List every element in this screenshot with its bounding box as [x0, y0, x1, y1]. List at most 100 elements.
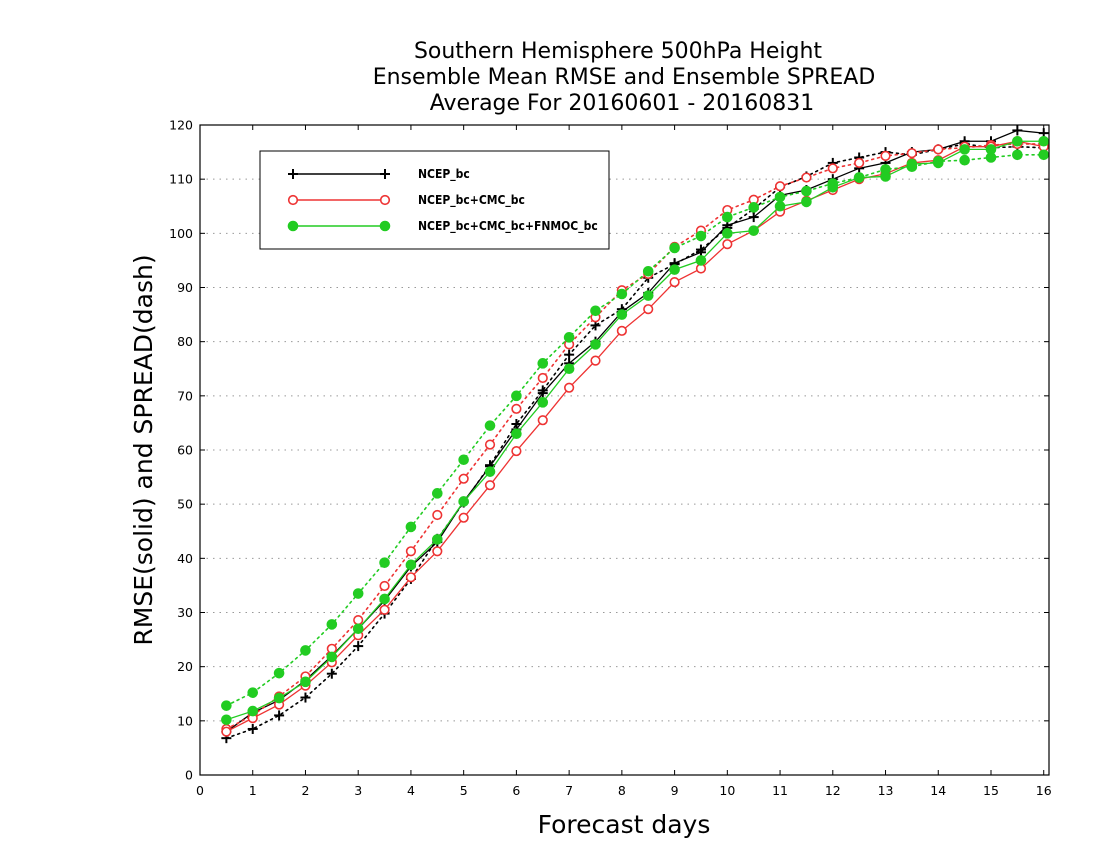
spread-point-ncep-bc-cmc-bc-fnmoc-bc: [1012, 149, 1023, 161]
rmse-point-ncep-bc-cmc-bc-fnmoc-bc: [405, 559, 417, 571]
rmse-point-ncep-bc-cmc-bc: [221, 726, 232, 737]
rmse-point-ncep-bc-cmc-bc-fnmoc-bc: [326, 651, 338, 663]
y-tick-label: 100: [169, 226, 193, 241]
x-axis-label: Forecast days: [538, 810, 711, 839]
rmse-point-ncep-bc-cmc-bc-fnmoc-bc: [669, 264, 680, 275]
rmse-point-ncep-bc-cmc-bc-fnmoc-bc: [801, 196, 812, 208]
y-tick-label: 60: [177, 443, 193, 458]
rmse-point-ncep-bc-cmc-bc-fnmoc-bc: [221, 714, 232, 726]
y-tick-label: 120: [169, 118, 193, 133]
rmse-point-ncep-bc-cmc-bc-fnmoc-bc: [300, 676, 311, 688]
rmse-point-ncep-bc-cmc-bc: [379, 604, 390, 615]
spread-point-ncep-bc-cmc-bc: [405, 546, 417, 557]
spread-point-ncep-bc-cmc-bc: [379, 580, 390, 592]
y-tick-label: 90: [177, 280, 193, 295]
title-line-1: Southern Hemisphere 500hPa Height: [414, 39, 822, 64]
y-tick-label: 0: [185, 768, 193, 783]
spread-point-ncep-bc-cmc-bc-fnmoc-bc: [273, 667, 285, 679]
x-axis-ticks: 0 1 2 3 4 5 6 7 8 9 10 11 12 13 14 15 16: [196, 125, 1052, 798]
rmse-point-ncep-bc-cmc-bc-fnmoc-bc: [458, 496, 469, 507]
rmse-point-ncep-bc-cmc-bc: [616, 325, 627, 336]
x-tick-label: 9: [671, 783, 679, 798]
rmse-point-ncep-bc-cmc-bc: [484, 480, 496, 491]
rmse-point-ncep-bc-cmc-bc-fnmoc-bc: [511, 428, 522, 440]
spread-point-ncep-bc-cmc-bc-fnmoc-bc: [748, 202, 759, 213]
rmse-point-ncep-bc-cmc-bc-fnmoc-bc: [748, 225, 759, 236]
legend-label: NCEP_bc: [418, 167, 470, 182]
rmse-point-ncep-bc-cmc-bc-fnmoc-bc: [1012, 135, 1023, 147]
y-tick-label: 110: [169, 172, 193, 187]
rmse-point-ncep-bc: [748, 212, 759, 223]
spread-point-ncep-bc-cmc-bc-fnmoc-bc: [326, 619, 338, 630]
spread-point-ncep-bc-cmc-bc: [458, 473, 469, 484]
spread-point-ncep-bc-cmc-bc-fnmoc-bc: [1038, 149, 1050, 161]
y-tick-label: 40: [177, 551, 193, 566]
spread-point-ncep-bc-cmc-bc-fnmoc-bc: [300, 645, 311, 656]
rmse-point-ncep-bc-cmc-bc: [537, 415, 548, 426]
rmse-point-ncep-bc-cmc-bc-fnmoc-bc: [959, 144, 970, 155]
rmse-point-ncep-bc-cmc-bc: [432, 546, 443, 557]
rmse-point-ncep-bc-cmc-bc-fnmoc-bc: [695, 255, 707, 266]
spread-line-ncep-bc: [225, 143, 1045, 739]
spread-point-ncep-bc-cmc-bc-fnmoc-bc: [774, 191, 786, 203]
spread-point-ncep-bc-cmc-bc-fnmoc-bc: [405, 521, 417, 533]
x-tick-label: 5: [460, 783, 468, 798]
rmse-point-ncep-bc-cmc-bc-fnmoc-bc: [722, 228, 733, 239]
legend-marker-start: [287, 220, 299, 232]
spread-point-ncep-bc-cmc-bc: [484, 439, 496, 450]
spread-point-ncep-bc-cmc-bc-fnmoc-bc: [537, 358, 549, 369]
x-tick-label: 0: [196, 783, 204, 798]
rmse-point-ncep-bc-cmc-bc: [590, 355, 601, 366]
spread-point-ncep-bc-cmc-bc: [774, 181, 786, 192]
spread-point-ncep-bc-cmc-bc-fnmoc-bc: [959, 154, 970, 166]
rmse-point-ncep-bc-cmc-bc: [722, 239, 733, 250]
rmse-point-ncep-bc-cmc-bc-fnmoc-bc: [273, 692, 285, 704]
x-tick-label: 8: [618, 783, 626, 798]
legend-marker-start: [287, 194, 299, 206]
spread-point-ncep-bc-cmc-bc-fnmoc-bc: [511, 390, 522, 402]
x-tick-label: 14: [930, 783, 946, 798]
spread-point-ncep-bc-cmc-bc-fnmoc-bc: [458, 454, 469, 466]
rmse-point-ncep-bc-cmc-bc-fnmoc-bc: [247, 705, 259, 717]
spread-point-ncep-bc-cmc-bc: [933, 144, 944, 155]
x-tick-label: 16: [1036, 783, 1052, 798]
x-tick-label: 11: [772, 783, 788, 798]
spread-point-ncep-bc-cmc-bc: [537, 372, 548, 384]
x-tick-label: 13: [878, 783, 894, 798]
legend-marker-end: [379, 194, 391, 206]
spread-point-ncep-bc-cmc-bc: [511, 403, 522, 414]
legend: NCEP_bc NCEP_bc+CMC_bc NCEP_bc+CMC_bc+FNMO…: [259, 150, 610, 250]
rmse-point-ncep-bc-cmc-bc: [669, 276, 680, 288]
spread-point-ncep-bc-cmc-bc: [906, 148, 917, 159]
y-axis-label: RMSE(solid) and SPREAD(dash): [129, 254, 158, 645]
rmse-point-ncep-bc-cmc-bc-fnmoc-bc: [853, 172, 865, 183]
y-tick-label: 30: [177, 605, 193, 620]
legend-label: NCEP_bc+CMC_bc+FNMOC_bc: [418, 219, 598, 234]
spread-point-ncep-bc-cmc-bc-fnmoc-bc: [221, 700, 232, 711]
chart-title: Southern Hemisphere 500hPa Height Ensemb…: [373, 39, 876, 116]
x-tick-label: 2: [301, 783, 309, 798]
rmse-point-ncep-bc-cmc-bc-fnmoc-bc: [1038, 135, 1050, 147]
series-ncep-bc-cmc-bc-fnmoc-bc: [221, 135, 1050, 726]
x-tick-label: 12: [825, 783, 841, 798]
rmse-point-ncep-bc-cmc-bc: [643, 304, 654, 315]
series-layer: [221, 125, 1050, 744]
spread-point-ncep-bc-cmc-bc-fnmoc-bc: [801, 185, 812, 197]
x-tick-label: 4: [407, 783, 415, 798]
spread-point-ncep-bc-cmc-bc-fnmoc-bc: [352, 588, 364, 599]
rmse-point-ncep-bc-cmc-bc: [564, 382, 575, 393]
legend-entry-ncep-bc-cmc-bc: NCEP_bc+CMC_bc: [287, 193, 525, 208]
y-tick-label: 80: [177, 334, 193, 349]
spread-point-ncep-bc-cmc-bc-fnmoc-bc: [722, 211, 733, 223]
x-tick-label: 1: [249, 783, 257, 798]
spread-point-ncep-bc-cmc-bc: [854, 157, 865, 169]
legend-marker-end: [379, 220, 391, 232]
y-tick-label: 10: [177, 713, 193, 728]
rmse-point-ncep-bc: [537, 388, 548, 399]
y-tick-label: 20: [177, 659, 193, 674]
legend-label: NCEP_bc+CMC_bc: [418, 193, 525, 208]
spread-point-ncep-bc: [353, 641, 364, 652]
spread-point-ncep-bc: [247, 723, 258, 734]
rmse-point-ncep-bc-cmc-bc-fnmoc-bc: [985, 144, 997, 155]
